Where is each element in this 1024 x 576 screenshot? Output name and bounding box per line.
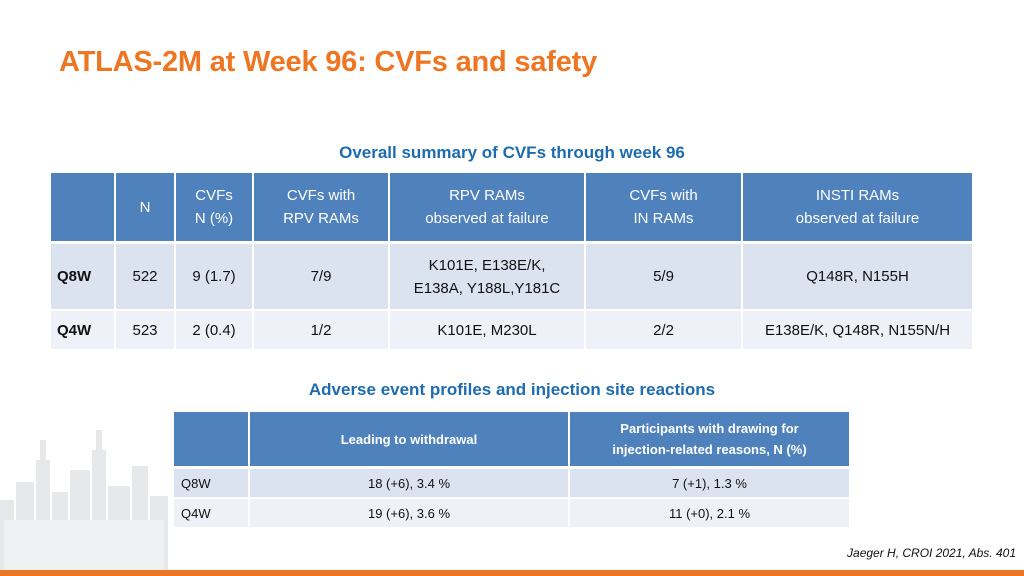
adverse-event-table: Leading to withdrawal Participants with … xyxy=(174,412,849,527)
table-row: Q4W 523 2 (0.4) 1/2 K101E, M230L 2/2 E13… xyxy=(51,309,972,349)
rpv-rams-value: K101E, M230L xyxy=(388,309,585,349)
table-header-row: Leading to withdrawal Participants with … xyxy=(174,412,849,468)
table-header-row: N CVFs N (%) CVFs with RPV RAMs RPV RAMs ob… xyxy=(51,173,972,243)
header-cell-insti-rams: INSTI RAMs observed at failure xyxy=(741,173,972,243)
header-cell-empty xyxy=(174,412,249,468)
injection-value: 7 (+1), 1.3 % xyxy=(568,466,849,498)
cvf-section-heading: Overall summary of CVFs through week 96 xyxy=(339,143,685,162)
header-cell-n: N xyxy=(114,173,175,243)
citation: Jaeger H, CROI 2021, Abs. 401 xyxy=(847,546,1016,560)
cvfs-rpv-value: 7/9 xyxy=(252,241,389,310)
arm-label: Q8W xyxy=(51,241,115,310)
city-skyline-graphic xyxy=(0,430,168,572)
header-cell-cvfs: CVFs N (%) xyxy=(174,173,253,243)
arm-label: Q8W xyxy=(174,466,249,498)
insti-rams-value: Q148R, N155H xyxy=(741,241,972,310)
header-cell-cvfs-rpv: CVFs with RPV RAMs xyxy=(252,173,389,243)
header-cell-cvfs-in: CVFs with IN RAMs xyxy=(584,173,742,243)
rpv-rams-value: K101E, E138E/K, E138A, Y188L,Y181C xyxy=(388,241,585,310)
bottom-accent-bar xyxy=(0,570,1024,576)
cvfs-in-value: 5/9 xyxy=(584,241,742,310)
cvfs-value: 9 (1.7) xyxy=(174,241,253,310)
withdrawal-value: 18 (+6), 3.4 % xyxy=(248,466,569,498)
arm-label: Q4W xyxy=(174,497,249,527)
table-row: Q8W 522 9 (1.7) 7/9 K101E, E138E/K, E138A… xyxy=(51,241,972,310)
slide-title: ATLAS-2M at Week 96: CVFs and safety xyxy=(59,46,598,78)
arm-label: Q4W xyxy=(51,309,115,349)
header-cell-rpv-rams: RPV RAMs observed at failure xyxy=(388,173,585,243)
withdrawal-value: 19 (+6), 3.6 % xyxy=(248,497,569,527)
header-cell-injection: Participants with drawing for injection-r… xyxy=(568,412,849,468)
cvf-summary-table: N CVFs N (%) CVFs with RPV RAMs RPV RAMs ob… xyxy=(51,173,972,349)
header-cell-empty xyxy=(51,173,115,243)
cvfs-in-value: 2/2 xyxy=(584,309,742,349)
injection-value: 11 (+0), 2.1 % xyxy=(568,497,849,527)
n-value: 523 xyxy=(114,309,175,349)
table-row: Q8W 18 (+6), 3.4 % 7 (+1), 1.3 % xyxy=(174,466,849,498)
insti-rams-value: E138E/K, Q148R, N155N/H xyxy=(741,309,972,349)
cvfs-value: 2 (0.4) xyxy=(174,309,253,349)
n-value: 522 xyxy=(114,241,175,310)
cvfs-rpv-value: 1/2 xyxy=(252,309,389,349)
ae-section-heading: Adverse event profiles and injection sit… xyxy=(308,380,716,399)
table-row: Q4W 19 (+6), 3.6 % 11 (+0), 2.1 % xyxy=(174,497,849,527)
header-cell-withdrawal: Leading to withdrawal xyxy=(248,412,569,468)
